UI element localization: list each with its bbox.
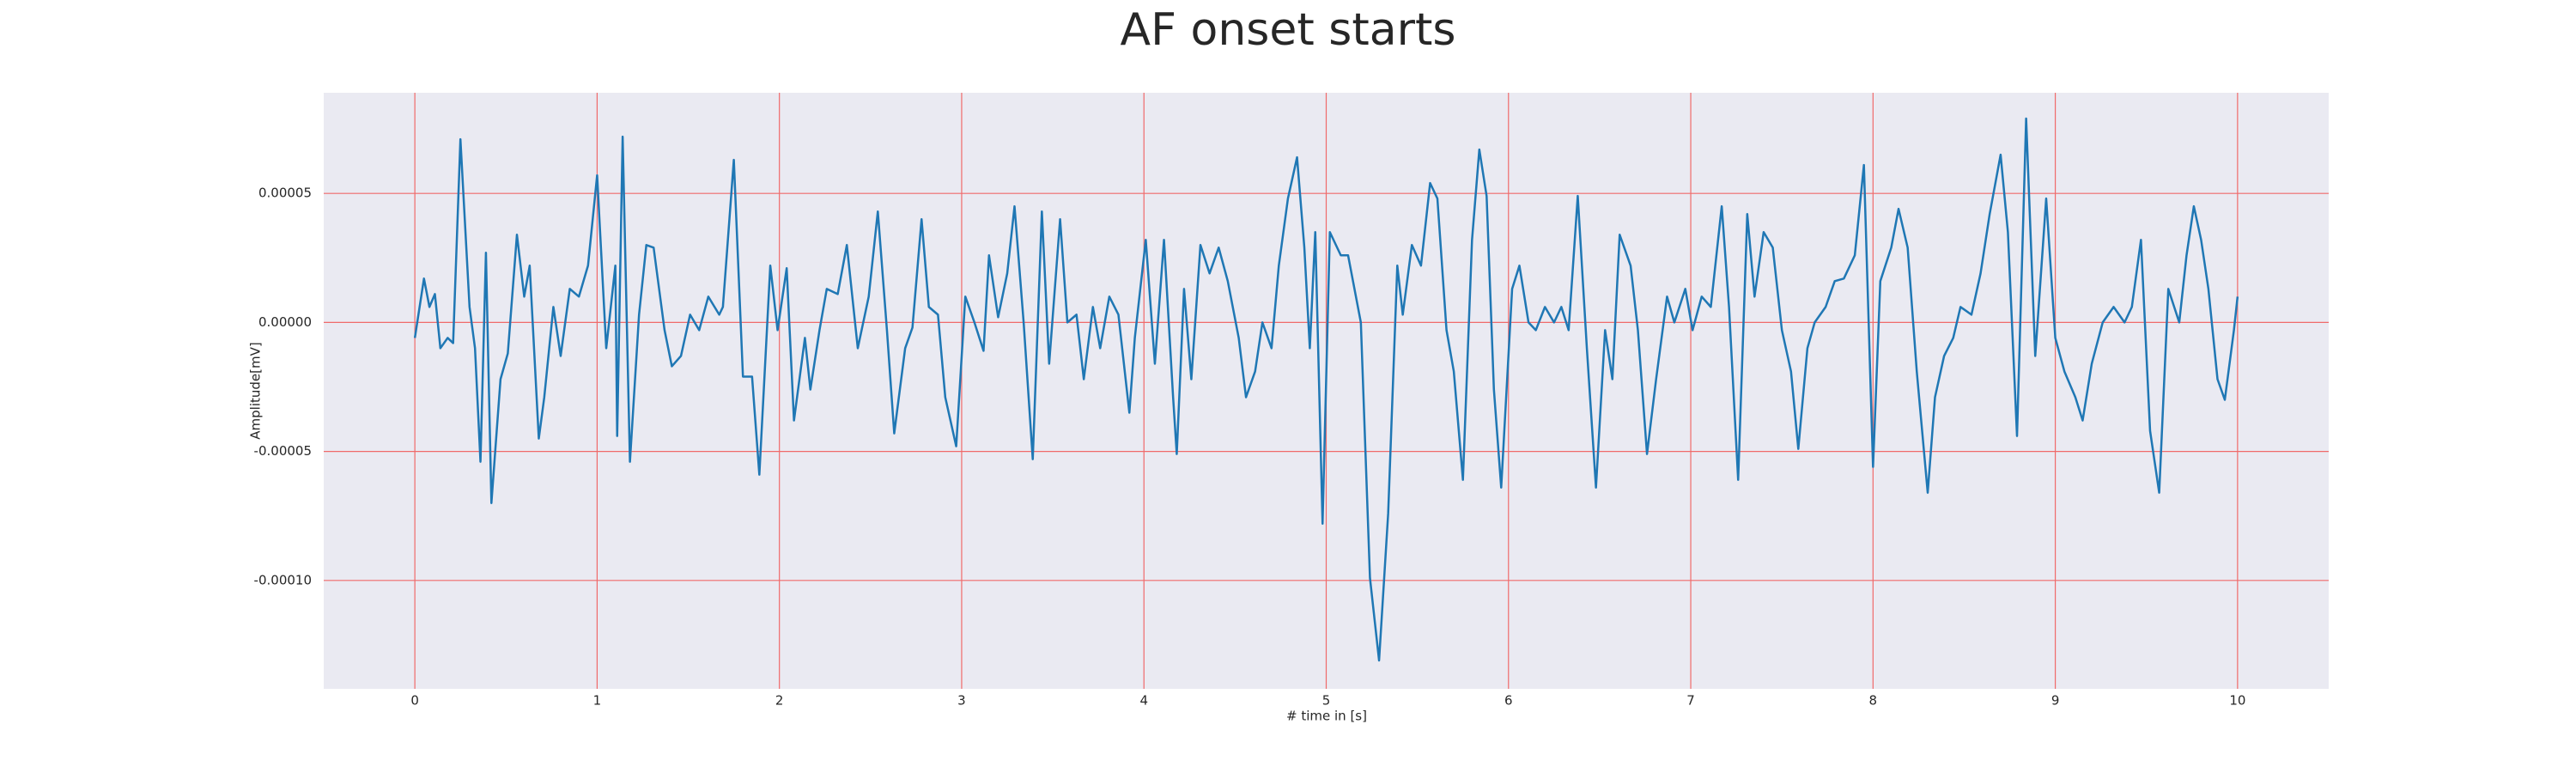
x-tick-label: 5 (1322, 693, 1331, 709)
x-tick-label: 2 (775, 693, 784, 709)
x-tick-label: 9 (2051, 693, 2060, 709)
x-tick-label: 7 (1686, 693, 1695, 709)
y-tick-label: 0.00005 (258, 186, 312, 201)
signal-line (413, 117, 2239, 662)
x-tick-label: 0 (410, 693, 419, 709)
x-tick-label: 6 (1504, 693, 1513, 709)
x-axis-label: # time in [s] (1286, 709, 1367, 724)
x-tick-label: 10 (2229, 693, 2245, 709)
y-tick-label: -0.00005 (254, 443, 312, 459)
x-tick-label: 4 (1139, 693, 1148, 709)
y-axis-label: Amplitude[mV] (248, 342, 264, 439)
chart-title: AF onset starts (1121, 4, 1456, 56)
x-tick-label: 1 (593, 693, 602, 709)
x-tick-label: 8 (1869, 693, 1878, 709)
y-tick-label: 0.00000 (258, 314, 312, 330)
x-tick-label: 3 (957, 693, 966, 709)
y-tick-label: -0.00010 (254, 572, 312, 587)
